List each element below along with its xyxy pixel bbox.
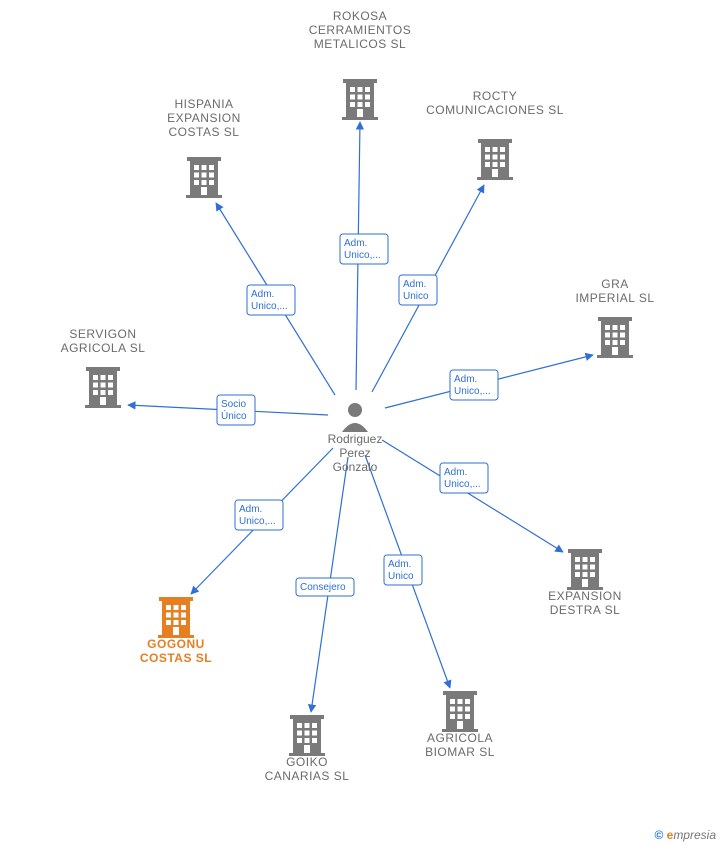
node-rocty[interactable]: ROCTYCOMUNICACIONES SL	[426, 89, 564, 180]
node-gra[interactable]: GRAIMPERIAL SL	[575, 277, 654, 358]
edge-label-agricola: Adm.Unico	[384, 555, 422, 585]
edge-label-expansion: Adm.Unico,...	[440, 463, 488, 493]
center-node[interactable]: RodriguezPerezGonzalo	[328, 403, 383, 474]
svg-text:Adm.Unico: Adm.Unico	[388, 559, 414, 582]
svg-text:AGRICOLABIOMAR SL: AGRICOLABIOMAR SL	[425, 731, 495, 759]
svg-text:SocioÚnico: SocioÚnico	[221, 399, 247, 422]
node-goiko[interactable]: GOIKOCANARIAS SL	[265, 715, 350, 783]
svg-text:ROKOSACERRAMIENTOSMETALICOS SL: ROKOSACERRAMIENTOSMETALICOS SL	[309, 9, 411, 51]
edge-label-hispania: Adm.Unico,...	[247, 285, 295, 315]
svg-text:HISPANIAEXPANSIONCOSTAS SL: HISPANIAEXPANSIONCOSTAS SL	[167, 97, 241, 139]
node-rokosa[interactable]: ROKOSACERRAMIENTOSMETALICOS SL	[309, 9, 411, 120]
svg-text:EXPANSIONDESTRA SL: EXPANSIONDESTRA SL	[548, 589, 622, 617]
edge-label-rocty: Adm.Unico	[399, 275, 437, 305]
edge-label-gra: Adm.Unico,...	[450, 370, 498, 400]
svg-text:SERVIGONAGRICOLA SL: SERVIGONAGRICOLA SL	[61, 327, 146, 355]
copyright: © empresia	[654, 828, 716, 842]
svg-text:GOIKOCANARIAS SL: GOIKOCANARIAS SL	[265, 755, 350, 783]
brand-rest: mpresia	[673, 828, 716, 842]
svg-text:RodriguezPerezGonzalo: RodriguezPerezGonzalo	[328, 432, 383, 474]
copyright-symbol: ©	[654, 828, 663, 842]
node-gogonu[interactable]: GOGONUCOSTAS SL	[140, 597, 212, 665]
svg-text:Adm.Unico: Adm.Unico	[403, 279, 429, 302]
edge-label-goiko: Consejero	[296, 578, 354, 596]
svg-text:GRAIMPERIAL SL: GRAIMPERIAL SL	[575, 277, 654, 305]
edge-expansion	[382, 440, 563, 552]
svg-text:Consejero: Consejero	[300, 582, 346, 593]
network-diagram: Adm.Unico,... Adm.Unico,... Adm.Unico Adm.U…	[0, 0, 728, 850]
edge-label-servigon: SocioÚnico	[217, 395, 255, 425]
svg-text:ROCTYCOMUNICACIONES SL: ROCTYCOMUNICACIONES SL	[426, 89, 564, 117]
svg-text:GOGONUCOSTAS SL: GOGONUCOSTAS SL	[140, 637, 212, 665]
node-agricola[interactable]: AGRICOLABIOMAR SL	[425, 691, 495, 759]
node-expansion[interactable]: EXPANSIONDESTRA SL	[548, 549, 622, 617]
edge-label-gogonu: Adm.Unico,...	[235, 500, 283, 530]
edge-label-rokosa: Adm.Unico,...	[340, 234, 388, 264]
node-hispania[interactable]: HISPANIAEXPANSIONCOSTAS SL	[167, 97, 241, 198]
node-servigon[interactable]: SERVIGONAGRICOLA SL	[61, 327, 146, 408]
edges-layer	[128, 122, 593, 712]
